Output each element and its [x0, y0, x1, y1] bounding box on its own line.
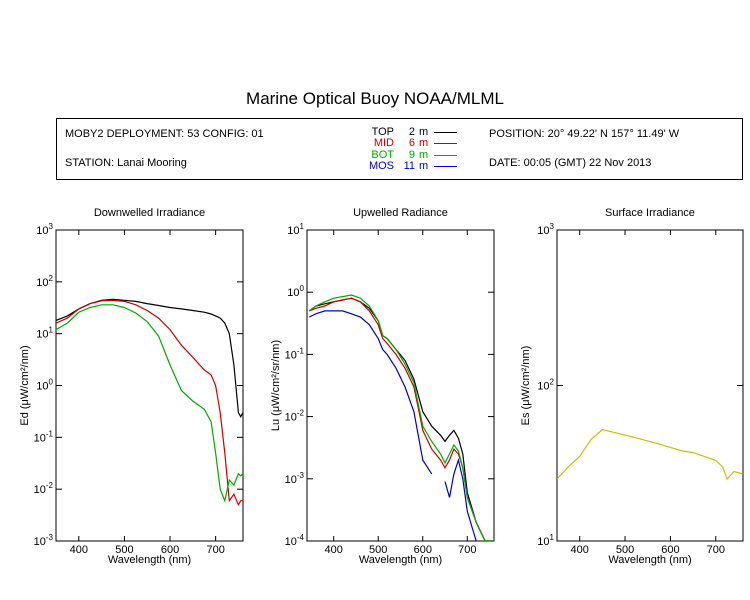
- page-title: Marine Optical Buoy NOAA/MLML: [246, 89, 504, 108]
- legend-name: MID: [373, 137, 394, 149]
- y-tick-label: 103: [36, 222, 53, 237]
- x-axis-label: Wavelength (nm): [608, 554, 691, 566]
- x-axis-label: Wavelength (nm): [359, 554, 442, 566]
- chart-title: Upwelled Radiance: [353, 207, 448, 219]
- y-tick-label: 10-2: [285, 409, 305, 424]
- y-tick-label: 10-4: [285, 533, 305, 548]
- series-line-bot: [308, 294, 494, 541]
- x-tick-label: 600: [161, 544, 179, 556]
- y-tick-label: 10-1: [34, 429, 54, 444]
- legend-unit: m: [419, 149, 429, 161]
- y-tick-label: 10-1: [285, 346, 305, 361]
- legend-depth: 11: [403, 160, 415, 172]
- series-line-bot: [56, 304, 243, 503]
- y-tick-label: 10-3: [34, 533, 54, 548]
- y-tick-label: 101: [287, 222, 304, 237]
- y-axis-label: Lu (μW/cm²/sr/nm): [270, 340, 282, 431]
- legend-name: TOP: [371, 126, 394, 138]
- station-label: STATION: Lanai Mooring: [65, 157, 187, 169]
- x-tick-label: 500: [616, 544, 634, 556]
- legend-entry-top: TOP 2 m: [364, 126, 514, 138]
- series-line-mid: [56, 299, 243, 507]
- legend-line: [434, 143, 457, 144]
- series-line-mos: [308, 310, 477, 541]
- y-axis-label: Es (μW/cm²/nm): [520, 346, 532, 426]
- series-line-es: [557, 429, 743, 481]
- x-tick-label: 700: [707, 544, 725, 556]
- position-label: POSITION: 20° 49.22' N 157° 11.49' W: [489, 128, 680, 140]
- legend-unit: m: [419, 126, 429, 138]
- chart-title: Surface Irradiance: [605, 207, 695, 219]
- x-axis-label: Wavelength (nm): [108, 554, 191, 566]
- y-tick-label: 101: [36, 326, 53, 341]
- legend-name: MOS: [368, 160, 394, 172]
- plot-frame: [556, 229, 744, 542]
- legend-entry-mid: MID 6 m: [364, 137, 514, 149]
- date-label: DATE: 00:05 (GMT) 22 Nov 2013: [489, 157, 652, 169]
- y-tick-label: 100: [287, 284, 304, 299]
- y-axis-label: Ed (μW/cm²/nm): [19, 345, 31, 425]
- chart-panel-2: Upwelled Radiance 400 500 600 700 10-4 10-3 10-…: [270, 207, 495, 566]
- legend-entry-mos: MOS 11 m: [364, 160, 514, 172]
- legend-depth: 9: [408, 149, 415, 161]
- legend-name: BOT: [371, 149, 394, 161]
- x-tick-label: 700: [458, 544, 476, 556]
- y-tick-label: 103: [537, 222, 554, 237]
- legend-line: [434, 166, 457, 167]
- legend-depth: 2: [408, 126, 415, 138]
- x-tick-label: 600: [414, 544, 432, 556]
- y-tick-label: 101: [537, 533, 554, 548]
- deployment-label: MOBY2 DEPLOYMENT: 53 CONFIG: 01: [65, 128, 264, 140]
- y-tick-label: 102: [537, 378, 554, 393]
- y-tick-label: 100: [36, 378, 53, 393]
- chart-title: Downwelled Irradiance: [94, 207, 205, 219]
- chart-panel-3: Surface Irradiance 400 500 600 700 101 102 103 W…: [520, 207, 744, 566]
- x-tick-label: 600: [661, 544, 679, 556]
- series-line-top: [56, 298, 243, 418]
- x-tick-label: 400: [325, 544, 343, 556]
- x-tick-label: 700: [206, 544, 224, 556]
- legend-entry-bot: BOT 9 m: [364, 149, 514, 161]
- legend-line: [434, 132, 457, 133]
- legend-unit: m: [419, 160, 429, 172]
- x-tick-label: 400: [571, 544, 589, 556]
- x-tick-label: 500: [115, 544, 133, 556]
- legend-line: [434, 155, 457, 156]
- x-tick-label: 400: [70, 544, 88, 556]
- y-tick-label: 102: [36, 274, 53, 289]
- y-tick-label: 10-2: [34, 481, 54, 496]
- info-box: MOBY2 DEPLOYMENT: 53 CONFIG: 01 STATION:…: [56, 118, 743, 180]
- legend-depth: 6: [408, 137, 415, 149]
- x-tick-label: 500: [369, 544, 387, 556]
- y-tick-label: 10-3: [285, 471, 305, 486]
- legend-unit: m: [419, 137, 429, 149]
- chart-panel-1: Downwelled Irradiance 400 500 600 700 10-3 10-…: [19, 207, 244, 566]
- plot-frame: [306, 229, 495, 542]
